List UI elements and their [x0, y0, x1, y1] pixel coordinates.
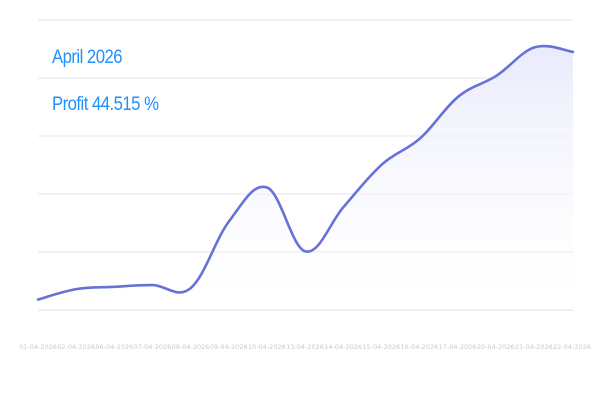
- x-tick-label: 22-04-2026: [553, 343, 591, 351]
- x-axis-ticks: 01-04-2026 02-04-2026 06-04-2026 07-04-2026…: [19, 343, 591, 351]
- month-label: April 2026: [52, 47, 123, 68]
- x-tick-label: 08-04-2026: [172, 343, 210, 351]
- profit-label: Profit 44.515 %: [52, 94, 159, 115]
- profit-line: [36, 44, 575, 301]
- x-tick-label: 02-04-2026: [57, 343, 95, 351]
- x-tick-label: 09-04-2026: [210, 343, 248, 351]
- x-tick-label: 17-04-2026: [439, 343, 477, 351]
- area-fill: [38, 46, 573, 310]
- x-tick-label: 20-04-2026: [477, 343, 515, 351]
- x-tick-label: 07-04-2026: [134, 343, 172, 351]
- x-tick-label: 13-04-2026: [286, 343, 324, 351]
- x-tick-label: 10-04-2026: [248, 343, 286, 351]
- x-tick-label: 14-04-2026: [324, 343, 362, 351]
- x-tick-label: 15-04-2026: [362, 343, 400, 351]
- x-tick-label: 01-04-2026: [19, 343, 57, 351]
- x-tick-label: 16-04-2026: [401, 343, 439, 351]
- x-tick-label: 21-04-2026: [515, 343, 553, 351]
- x-tick-label: 06-04-2026: [95, 343, 133, 351]
